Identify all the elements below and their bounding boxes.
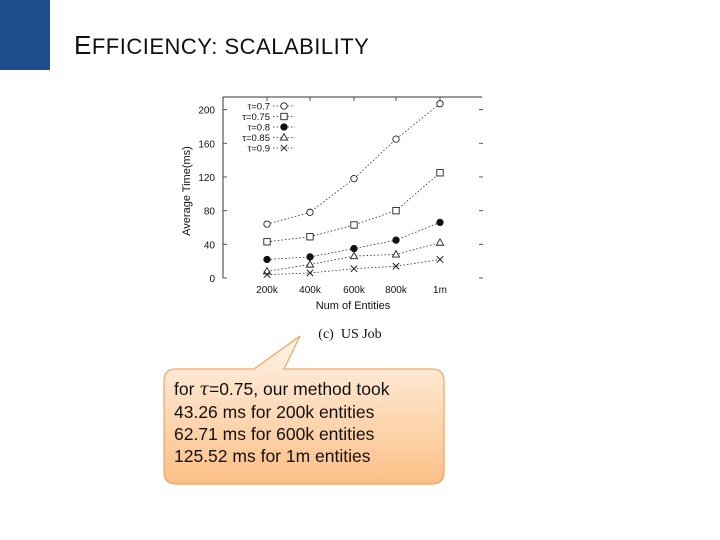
chart-caption: (c) US Job xyxy=(318,327,381,342)
callout-line-4: 125.52 ms for 1m entities xyxy=(174,446,371,466)
data-point xyxy=(280,102,288,110)
series-line xyxy=(263,255,444,279)
data-point xyxy=(392,135,400,143)
data-point xyxy=(306,208,314,216)
data-point xyxy=(280,123,288,131)
callout-line-3: 62.71 ms for 600k entities xyxy=(174,424,375,444)
callout-text: for τ=0.75, our method took 43.26 ms for… xyxy=(174,378,436,467)
series-line xyxy=(263,100,444,228)
data-point xyxy=(392,262,400,270)
series-line xyxy=(262,237,445,275)
title-rest: FFICIENCY: SCALABILITY xyxy=(91,34,370,59)
legend-label: τ=0.75 xyxy=(242,112,270,123)
y-tick-label: 40 xyxy=(204,240,216,251)
data-point xyxy=(306,269,314,277)
title-accent-bar xyxy=(0,0,50,70)
x-tick-label: 600k xyxy=(343,285,366,296)
series-path xyxy=(266,242,441,272)
y-axis-label: Average Time(ms) xyxy=(181,146,193,236)
data-point xyxy=(263,238,271,246)
chart-series xyxy=(262,100,445,279)
series-path xyxy=(266,103,441,225)
data-point xyxy=(263,255,271,264)
data-point xyxy=(263,220,271,228)
legend-label: τ=0.85 xyxy=(242,133,270,144)
legend-label: τ=0.8 xyxy=(247,123,270,134)
series-line xyxy=(263,169,444,246)
data-point xyxy=(350,175,358,183)
data-point xyxy=(306,233,314,241)
callout-line-1: for τ=0.75, our method took xyxy=(174,378,436,401)
data-point xyxy=(435,237,445,246)
data-point xyxy=(436,255,444,264)
y-tick-label: 120 xyxy=(198,173,215,184)
data-point xyxy=(391,249,401,258)
chart-legend: τ=0.7τ=0.75τ=0.8τ=0.85τ=0.9 xyxy=(242,102,295,155)
legend-label: τ=0.9 xyxy=(247,144,270,155)
series-path xyxy=(266,172,441,243)
x-tick-label: 1m xyxy=(433,285,447,296)
data-point xyxy=(436,100,444,108)
data-point xyxy=(279,132,289,141)
slide-title: EFFICIENCY: SCALABILITY xyxy=(74,30,369,61)
x-tick-label: 800k xyxy=(385,285,408,296)
y-tick-label: 0 xyxy=(209,274,215,285)
data-point xyxy=(280,144,288,152)
x-tick-label: 200k xyxy=(256,285,279,296)
data-point xyxy=(350,221,358,229)
data-point xyxy=(263,271,271,279)
x-tick-label: 400k xyxy=(299,285,322,296)
y-tick-label: 160 xyxy=(198,139,215,150)
data-point xyxy=(436,169,444,177)
tau-symbol: τ xyxy=(199,380,209,400)
x-axis-label: Num of Entities xyxy=(316,300,391,312)
callout-line-2: 43.26 ms for 200k entities xyxy=(174,402,375,422)
chart-axes: 0 40 80 120 160 200 200k 400k 600k 800k 1m xyxy=(198,96,483,296)
data-point xyxy=(392,236,400,244)
callout-line-1-suffix: =0.75, our method took xyxy=(208,379,390,399)
data-point xyxy=(349,251,359,260)
y-tick-label: 80 xyxy=(204,207,216,218)
title-initial: E xyxy=(74,30,92,60)
y-tick-label: 200 xyxy=(198,106,215,117)
data-point xyxy=(350,265,358,273)
data-point xyxy=(392,207,400,215)
data-point xyxy=(436,218,444,227)
series-line xyxy=(263,218,444,264)
callout-shape xyxy=(163,335,445,485)
callout-line-1-prefix: for xyxy=(174,379,200,399)
legend-label: τ=0.7 xyxy=(247,102,270,113)
data-point xyxy=(305,259,315,268)
data-point xyxy=(280,112,288,121)
